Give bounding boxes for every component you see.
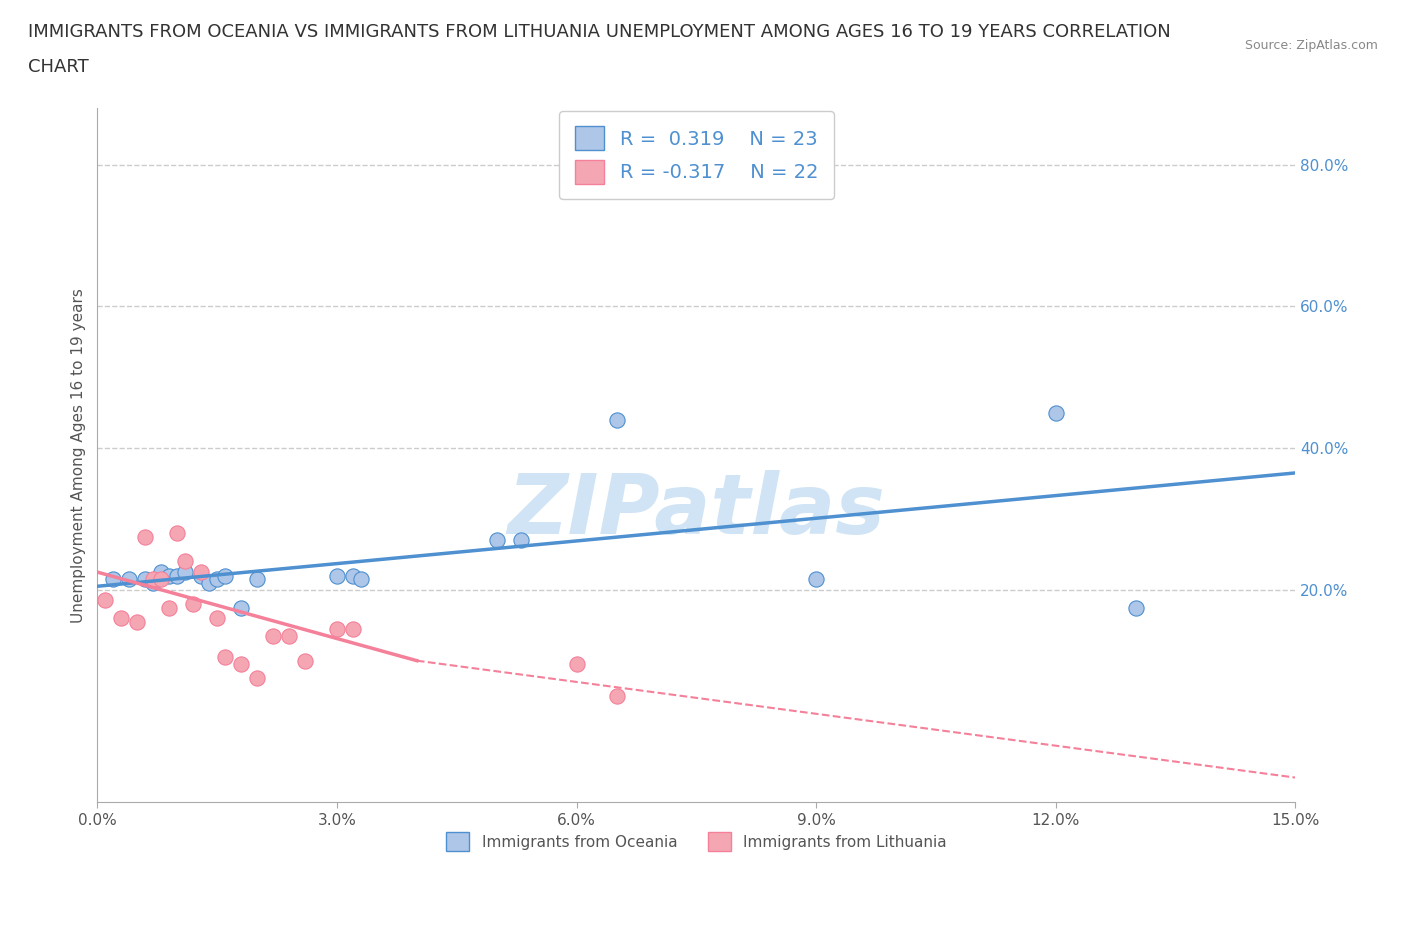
Point	[350, 572, 373, 587]
Point	[342, 568, 364, 583]
Y-axis label: Unemployment Among Ages 16 to 19 years: Unemployment Among Ages 16 to 19 years	[72, 287, 86, 622]
Point	[205, 611, 228, 626]
Point	[262, 629, 284, 644]
Point	[190, 565, 212, 579]
Text: ZIPatlas: ZIPatlas	[508, 471, 886, 551]
Point	[127, 615, 149, 630]
Point	[326, 568, 349, 583]
Point	[229, 657, 252, 671]
Legend: Immigrants from Oceania, Immigrants from Lithuania: Immigrants from Oceania, Immigrants from…	[440, 827, 952, 857]
Point	[118, 572, 141, 587]
Point	[157, 568, 180, 583]
Point	[190, 568, 212, 583]
Point	[806, 572, 828, 587]
Point	[150, 565, 173, 579]
Point	[134, 529, 156, 544]
Point	[166, 568, 188, 583]
Point	[342, 621, 364, 636]
Text: CHART: CHART	[28, 58, 89, 75]
Point	[246, 671, 269, 685]
Point	[142, 572, 165, 587]
Point	[142, 576, 165, 591]
Point	[565, 657, 588, 671]
Point	[174, 554, 197, 569]
Point	[166, 525, 188, 540]
Point	[214, 650, 236, 665]
Point	[157, 600, 180, 615]
Point	[198, 576, 221, 591]
Point	[94, 593, 117, 608]
Point	[214, 568, 236, 583]
Point	[294, 653, 316, 668]
Point	[103, 572, 125, 587]
Point	[606, 689, 628, 704]
Point	[134, 572, 156, 587]
Point	[205, 572, 228, 587]
Point	[326, 621, 349, 636]
Text: Source: ZipAtlas.com: Source: ZipAtlas.com	[1244, 39, 1378, 52]
Point	[110, 611, 132, 626]
Point	[1045, 405, 1067, 420]
Point	[606, 412, 628, 427]
Point	[278, 629, 301, 644]
Point	[1125, 600, 1147, 615]
Point	[485, 533, 508, 548]
Point	[229, 600, 252, 615]
Point	[246, 572, 269, 587]
Point	[150, 572, 173, 587]
Point	[174, 565, 197, 579]
Point	[509, 533, 531, 548]
Text: IMMIGRANTS FROM OCEANIA VS IMMIGRANTS FROM LITHUANIA UNEMPLOYMENT AMONG AGES 16 : IMMIGRANTS FROM OCEANIA VS IMMIGRANTS FR…	[28, 23, 1171, 41]
Point	[181, 596, 204, 611]
